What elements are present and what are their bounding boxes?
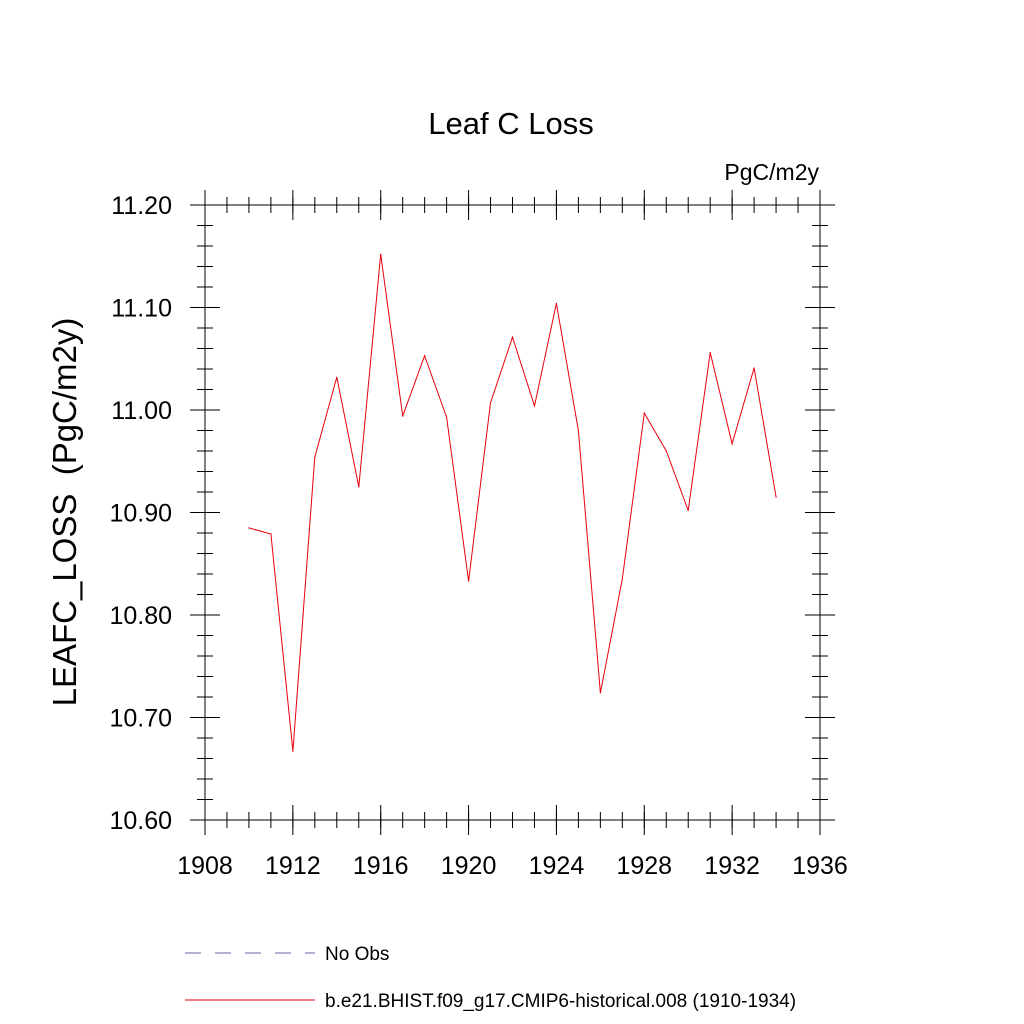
major-ticks — [190, 190, 835, 835]
data-point — [489, 402, 492, 404]
data-point — [533, 405, 536, 407]
data-point — [380, 253, 382, 255]
plot-frame — [204, 204, 821, 821]
data-point — [621, 578, 623, 580]
legend-label-model: b.e21.BHIST.f09_g17.CMIP6-historical.008… — [325, 991, 796, 1012]
y-tick-label: 10.70 — [109, 705, 172, 733]
y-tick-label: 11.20 — [111, 192, 172, 220]
x-tick-label: 1908 — [177, 852, 233, 880]
data-point — [358, 486, 360, 488]
data-point — [446, 416, 448, 418]
chart-title: Leaf C Loss — [428, 106, 593, 141]
x-tick-labels: 1908 1912 1916 1920 1924 1928 1932 1936 — [177, 852, 848, 880]
data-point — [336, 376, 338, 378]
units-label: PgC/m2y — [724, 159, 819, 185]
minor-ticks — [197, 197, 828, 828]
data-point — [731, 443, 733, 445]
data-point — [511, 336, 514, 338]
data-point — [599, 692, 601, 694]
legend-label-no-obs: No Obs — [325, 944, 389, 965]
y-tick-label: 10.90 — [109, 500, 172, 528]
x-tick-label: 1924 — [529, 852, 585, 880]
data-point — [577, 429, 579, 432]
y-axis-label: LEAFC_LOSS (PgC/m2y) — [46, 318, 83, 707]
x-tick-label: 1928 — [616, 852, 672, 880]
data-point — [424, 355, 426, 357]
data-point — [292, 750, 294, 752]
data-point — [687, 509, 689, 512]
legend: No Obs b.e21.BHIST.f09_g17.CMIP6-histori… — [185, 944, 796, 1012]
data-point — [248, 527, 250, 529]
data-point — [555, 302, 558, 304]
x-tick-label: 1920 — [441, 852, 497, 880]
y-tick-label: 11.00 — [111, 397, 172, 425]
data-point — [643, 412, 645, 414]
y-tick-label: 10.60 — [109, 807, 172, 835]
data-point — [467, 580, 470, 582]
y-tick-labels: 10.60 10.70 10.80 10.90 11.00 11.10 11.20 — [109, 192, 172, 835]
data-point — [753, 367, 755, 369]
y-tick-label: 10.80 — [109, 602, 172, 630]
data-point — [665, 450, 667, 452]
data-point — [402, 415, 404, 417]
data-point — [314, 456, 316, 458]
x-tick-label: 1932 — [704, 852, 760, 880]
x-tick-label: 1916 — [353, 852, 409, 880]
series-group — [248, 253, 777, 752]
data-point — [709, 352, 711, 354]
data-point — [775, 496, 777, 498]
y-tick-label: 11.10 — [111, 295, 172, 323]
x-tick-label: 1936 — [792, 852, 848, 880]
x-tick-label: 1912 — [265, 852, 321, 880]
data-point — [270, 533, 272, 535]
series-line — [248, 254, 777, 752]
